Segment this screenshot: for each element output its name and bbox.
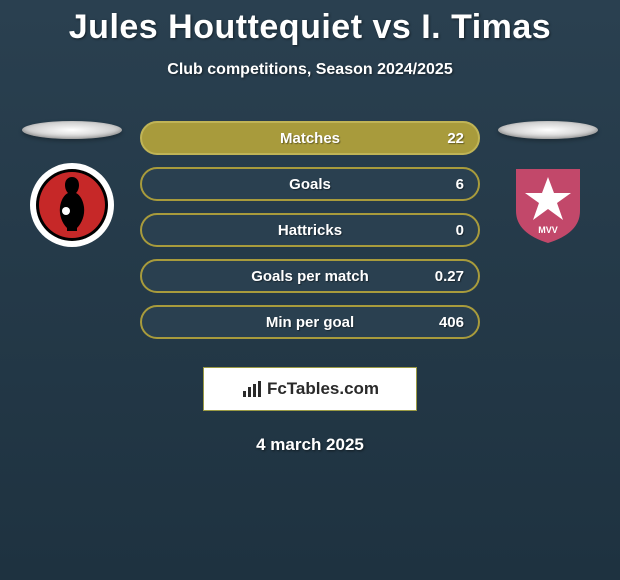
- right-player-marker: [498, 121, 598, 139]
- infographic-container: Jules Houttequiet vs I. Timas Club compe…: [0, 0, 620, 455]
- brand-text: FcTables.com: [267, 379, 379, 399]
- stat-bar: Goals 6: [140, 167, 480, 201]
- subtitle: Club competitions, Season 2024/2025: [0, 61, 620, 79]
- date-text: 4 march 2025: [0, 435, 620, 455]
- stat-value: 406: [439, 314, 464, 331]
- stat-bar: Goals per match 0.27: [140, 259, 480, 293]
- stat-value: 22: [447, 130, 464, 147]
- page-title: Jules Houttequiet vs I. Timas: [0, 8, 620, 47]
- stat-bar: Min per goal 406: [140, 305, 480, 339]
- stat-bar: Matches 22: [140, 121, 480, 155]
- stat-value: 6: [456, 176, 464, 193]
- right-club-icon: MVV: [506, 163, 590, 247]
- left-club-icon: [30, 163, 114, 247]
- stat-label: Goals per match: [251, 268, 369, 285]
- left-column: [22, 121, 122, 247]
- stat-label: Matches: [280, 130, 340, 147]
- stat-label: Min per goal: [266, 314, 354, 331]
- brand-box: FcTables.com: [203, 367, 417, 411]
- stat-value: 0.27: [435, 268, 464, 285]
- chart-icon: [241, 380, 263, 398]
- stat-label: Hattricks: [278, 222, 342, 239]
- stats-column: Matches 22 Goals 6 Hattricks 0 Goals per match…: [140, 121, 480, 339]
- right-column: MVV: [498, 121, 598, 247]
- left-club-badge: [30, 163, 114, 247]
- svg-text:MVV: MVV: [538, 225, 558, 235]
- stat-bar: Hattricks 0: [140, 213, 480, 247]
- main-row: Matches 22 Goals 6 Hattricks 0 Goals per match…: [0, 121, 620, 339]
- left-player-marker: [22, 121, 122, 139]
- stat-value: 0: [456, 222, 464, 239]
- right-club-badge: MVV: [506, 163, 590, 247]
- stat-label: Goals: [289, 176, 331, 193]
